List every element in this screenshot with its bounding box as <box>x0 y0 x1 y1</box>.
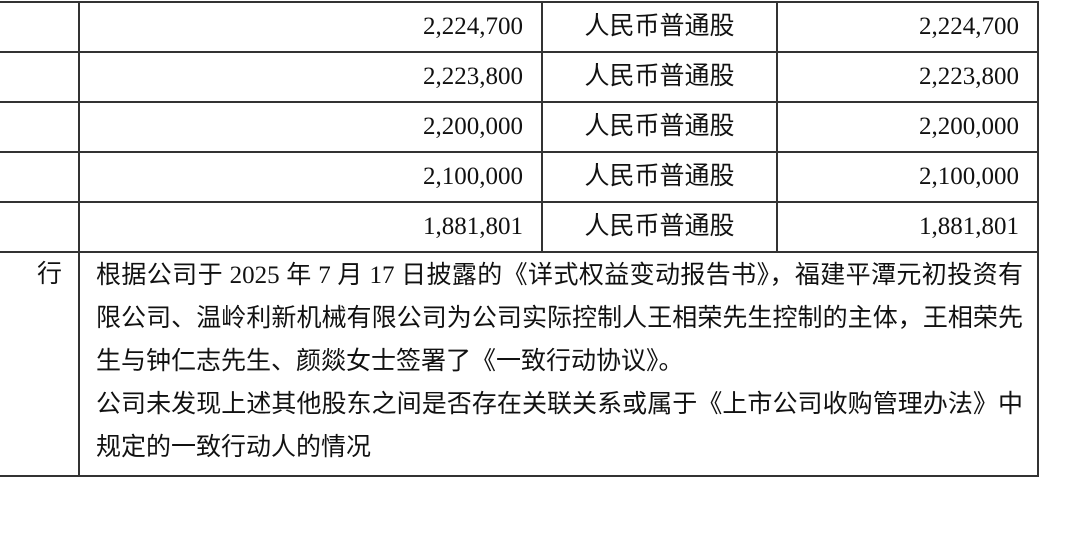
shares-held: 1,881,801 <box>78 201 543 253</box>
share-count: 2,224,700 <box>776 1 1039 53</box>
share-type: 人民币普通股 <box>541 51 778 103</box>
share-count: 1,881,801 <box>776 201 1039 253</box>
table-cell <box>0 51 80 103</box>
table-row: 1,881,801 人民币普通股 1,881,801 <box>0 201 1039 253</box>
table-row: 2,223,800 人民币普通股 2,223,800 <box>0 51 1039 103</box>
table-row: 2,224,700 人民币普通股 2,224,700 <box>0 1 1039 53</box>
shares-held: 2,100,000 <box>78 151 543 203</box>
share-count: 2,223,800 <box>776 51 1039 103</box>
note-paragraph: 根据公司于 2025 年 7 月 17 日披露的《详式权益变动报告书》，福建平潭… <box>96 262 1023 375</box>
table-cell <box>0 151 80 203</box>
shareholder-table: 2,224,700 人民币普通股 2,224,700 2,223,800 人民币… <box>0 1 1039 477</box>
share-count: 2,200,000 <box>776 101 1039 153</box>
note-paragraph: 公司未发现上述其他股东之间是否存在关联关系或属于《上市公司收购管理办法》中规定的… <box>96 391 1023 461</box>
shares-held: 2,224,700 <box>78 1 543 53</box>
shares-held: 2,200,000 <box>78 101 543 153</box>
table-cell <box>0 1 80 53</box>
note-row: 行 根据公司于 2025 年 7 月 17 日披露的《详式权益变动报告书》，福建… <box>0 251 1039 477</box>
share-type: 人民币普通股 <box>541 201 778 253</box>
table-cell <box>0 201 80 253</box>
table-row: 2,100,000 人民币普通股 2,100,000 <box>0 151 1039 203</box>
table-row: 2,200,000 人民币普通股 2,200,000 <box>0 101 1039 153</box>
share-count: 2,100,000 <box>776 151 1039 203</box>
table-cell <box>0 101 80 153</box>
note-text: 根据公司于 2025 年 7 月 17 日披露的《详式权益变动报告书》，福建平潭… <box>78 251 1039 477</box>
share-type: 人民币普通股 <box>541 1 778 53</box>
share-type: 人民币普通股 <box>541 151 778 203</box>
note-label: 行 <box>0 251 80 477</box>
shares-held: 2,223,800 <box>78 51 543 103</box>
share-type: 人民币普通股 <box>541 101 778 153</box>
